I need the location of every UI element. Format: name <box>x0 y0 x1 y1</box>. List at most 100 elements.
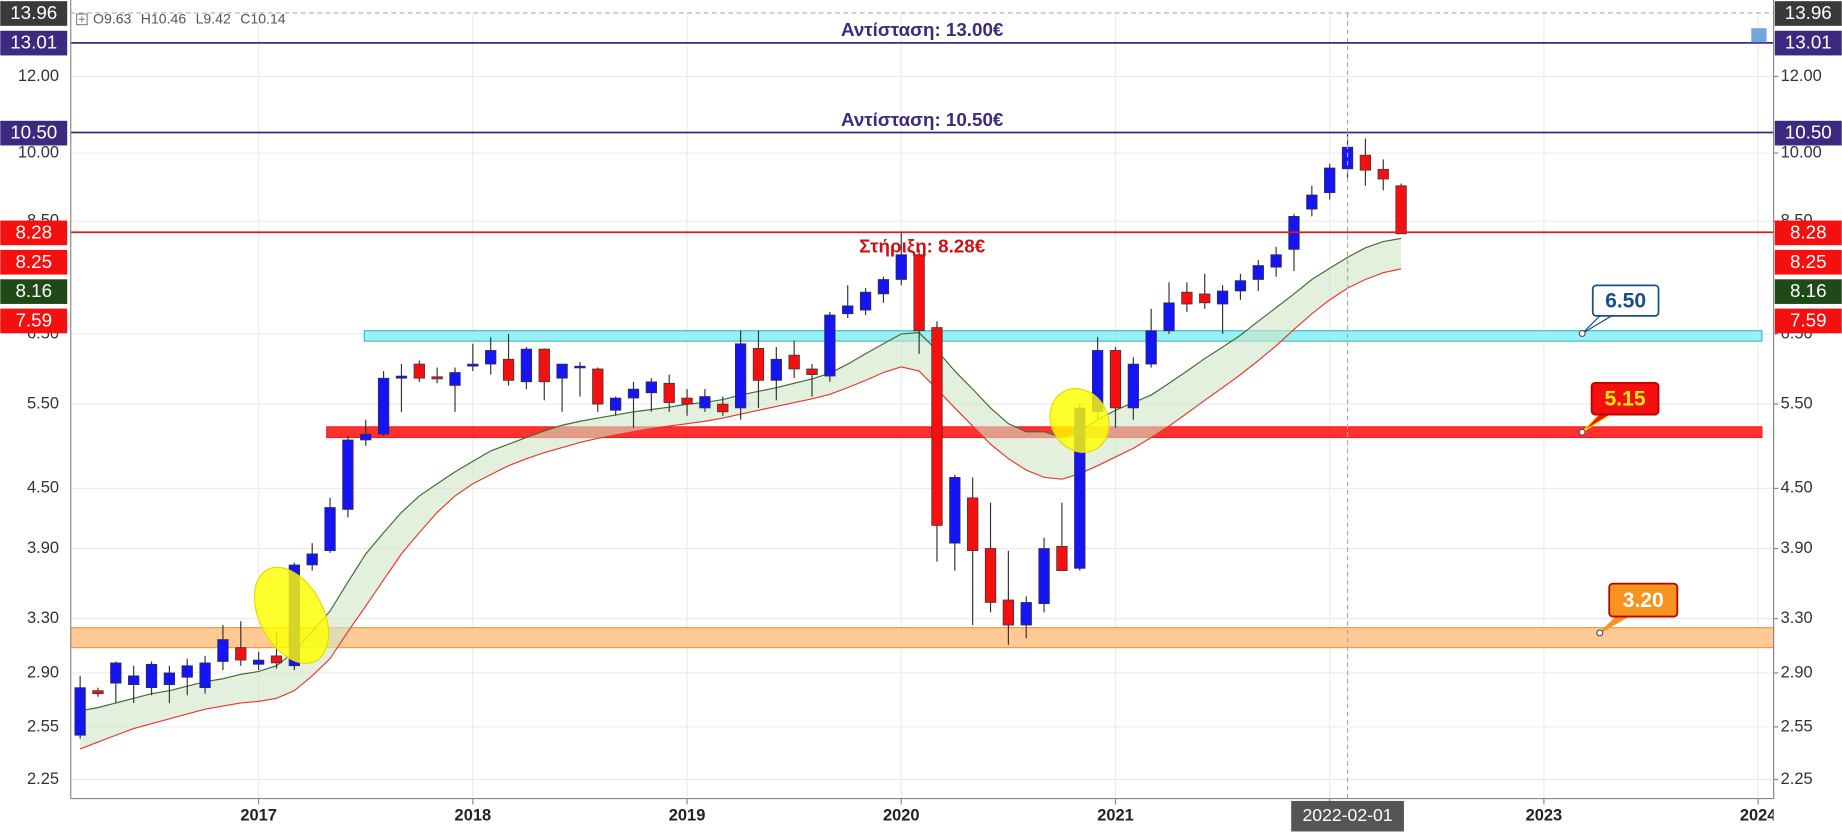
candle-body <box>467 363 479 367</box>
level-label: Αντίσταση: 13.00€ <box>841 19 1004 40</box>
candle-body <box>824 314 836 377</box>
price-label-box <box>0 249 68 275</box>
price-label: 7.59 <box>15 310 52 331</box>
price-label: 13.96 <box>1785 2 1832 23</box>
price-label-box <box>0 279 68 304</box>
y-tick-label: 2.55 <box>27 717 59 735</box>
candle-body <box>1020 602 1032 626</box>
candle-body <box>681 397 693 405</box>
candle-body <box>877 279 890 295</box>
candle-body <box>556 363 568 379</box>
y-tick-label: 2.25 <box>27 770 59 788</box>
price-label: 8.16 <box>1790 280 1827 301</box>
candle-body <box>163 672 176 686</box>
candle-body <box>181 665 193 678</box>
price-label: 8.25 <box>15 251 52 272</box>
y-tick-label: 3.30 <box>27 609 59 627</box>
candle-body <box>145 663 158 689</box>
info-icon[interactable] <box>1751 28 1767 43</box>
candle-body <box>913 254 925 332</box>
candle-body <box>1181 291 1193 305</box>
zone <box>363 330 1763 342</box>
candle-body <box>574 365 586 369</box>
candle-body <box>128 675 140 686</box>
candle-body <box>1109 350 1122 409</box>
x-tick-label: 2020 <box>883 807 920 825</box>
price-label: 8.16 <box>15 280 52 301</box>
crosshair-date-box <box>1291 800 1404 832</box>
candle-body <box>717 403 729 413</box>
candle-body <box>1395 185 1407 235</box>
callout-anchor <box>1578 428 1586 436</box>
candle-body <box>360 433 372 441</box>
candle-body <box>967 497 979 552</box>
price-label: 8.28 <box>1790 221 1827 242</box>
candle-body <box>859 291 872 311</box>
x-tick-label: 2024 <box>1740 807 1777 825</box>
price-label: 8.28 <box>15 221 52 242</box>
candle-body <box>931 327 943 526</box>
candle-body <box>217 639 229 662</box>
callout-label: 3.20 <box>1623 589 1664 612</box>
price-label-box <box>0 120 68 146</box>
candle-body <box>431 376 443 380</box>
y-tick-label: 5.50 <box>27 394 59 412</box>
y-tick-label: 2.55 <box>1781 717 1813 735</box>
ohlc-value: C10.14 <box>240 11 286 27</box>
candle-body <box>306 553 318 566</box>
y-tick-label: 3.90 <box>27 539 59 557</box>
price-label-box <box>1774 1 1842 26</box>
candle-body <box>1163 302 1175 332</box>
callout-anchor <box>1578 330 1586 338</box>
candle-body <box>538 348 550 383</box>
candle-body <box>627 388 640 399</box>
candle-body <box>1127 363 1139 409</box>
price-label-box <box>1774 120 1842 146</box>
y-tick-label: 2.25 <box>1781 770 1813 788</box>
callout-anchor <box>1596 629 1604 637</box>
candle-body <box>1038 548 1050 605</box>
candle-body <box>92 690 104 695</box>
candle-body <box>342 439 354 510</box>
price-label-box <box>0 30 68 56</box>
right-edge-cover <box>1773 799 1842 835</box>
candle-body <box>734 343 747 409</box>
candle-body <box>377 377 390 435</box>
y-tick-label: 3.30 <box>1781 609 1813 627</box>
ohlc-value: H10.46 <box>141 11 187 27</box>
callout-box <box>1590 381 1660 416</box>
candle-body <box>663 382 675 403</box>
ohlc-value: O9.63 <box>93 11 132 27</box>
ohlc-value: L9.42 <box>196 11 231 27</box>
candle-body <box>984 548 997 603</box>
x-tick-label: 2017 <box>240 807 277 825</box>
candle-body <box>1270 254 1282 268</box>
x-tick-label: 2018 <box>455 807 492 825</box>
callout-label: 6.50 <box>1605 289 1646 312</box>
y-tick-label: 12.00 <box>1781 67 1822 85</box>
candle-body <box>324 507 336 552</box>
price-label: 10.50 <box>1785 122 1832 143</box>
price-label: 13.01 <box>10 32 57 53</box>
legend-icon[interactable] <box>76 13 88 26</box>
price-label-box <box>1774 30 1842 56</box>
candle-body <box>520 348 533 383</box>
candle-body <box>199 662 211 689</box>
price-label-box <box>0 220 68 246</box>
band-fill <box>80 238 1402 749</box>
price-label-box <box>1774 279 1842 304</box>
price-label: 13.96 <box>10 2 57 23</box>
callout-box <box>1608 582 1679 618</box>
price-label-box <box>1774 308 1842 334</box>
candle-body <box>413 363 425 379</box>
level-label: Στήριξη: 8.28€ <box>859 236 986 258</box>
candle-body <box>592 368 604 405</box>
y-tick-label: 10.00 <box>1781 143 1822 161</box>
candle-body <box>1002 599 1015 626</box>
candle-body <box>1252 265 1264 280</box>
price-label-box <box>1774 249 1842 275</box>
y-tick-label: 4.50 <box>1781 479 1813 497</box>
